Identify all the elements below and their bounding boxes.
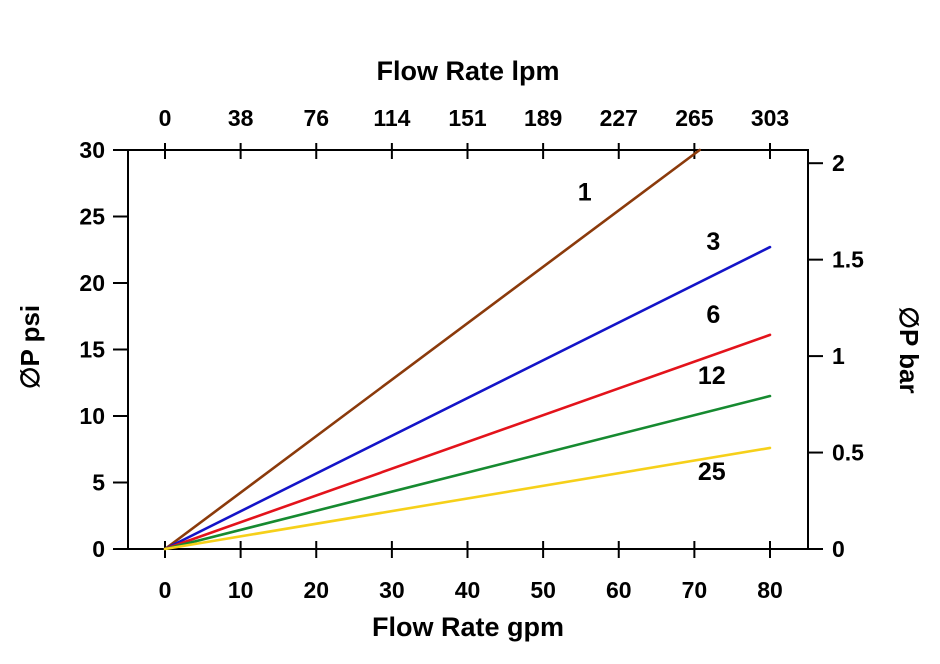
top-tick-label: 38: [228, 105, 254, 131]
top-tick-label: 114: [373, 105, 410, 131]
y-tick-label-left: 30: [79, 137, 105, 163]
y-tick-label-right: 1: [832, 343, 845, 369]
x-tick-label: 70: [682, 577, 708, 603]
series-line-6: [163, 333, 772, 551]
plot-border: [127, 149, 809, 550]
x-tick-label: 80: [757, 577, 783, 603]
top-tick-label: 151: [448, 105, 487, 131]
top-tick-label: 265: [675, 105, 714, 131]
x-tick-label: 60: [606, 577, 632, 603]
x-tick-label: 0: [159, 577, 172, 603]
series-line-3: [163, 245, 772, 551]
series-label-12: 12: [698, 362, 726, 390]
y-tick-label-right: 2: [832, 150, 845, 176]
series-line-25: [163, 446, 772, 551]
y-tick-label-right: 0.5: [832, 440, 864, 466]
y-tick-label-left: 0: [92, 536, 105, 562]
series-line-12: [163, 394, 772, 551]
series-label-1: 1: [578, 179, 592, 207]
series-line-1: [163, 148, 701, 551]
x-tick-label: 50: [530, 577, 556, 603]
top-tick-label: 227: [600, 105, 638, 131]
top-tick-label: 189: [524, 105, 562, 131]
x-tick-label: 30: [379, 577, 405, 603]
series-label-3: 3: [706, 228, 720, 256]
x-tick-label: 10: [228, 577, 254, 603]
right-axis-title: ∅P bar: [894, 306, 924, 394]
y-tick-label-left: 10: [79, 403, 105, 429]
top-tick-label: 0: [159, 105, 172, 131]
y-tick-label-left: 15: [79, 337, 105, 363]
y-tick-label-left: 25: [79, 204, 105, 230]
top-tick-label: 76: [303, 105, 329, 131]
x-tick-label: 20: [303, 577, 329, 603]
y-tick-label-left: 20: [79, 270, 105, 296]
y-tick-label-right: 1.5: [832, 247, 864, 273]
top-tick-label: 303: [751, 105, 789, 131]
series-label-25: 25: [698, 458, 726, 486]
x-tick-label: 40: [455, 577, 481, 603]
y-tick-label-right: 0: [832, 536, 845, 562]
series-label-6: 6: [706, 301, 720, 329]
left-axis-title: ∅P psi: [15, 304, 45, 390]
y-tick-label-left: 5: [92, 470, 105, 496]
top-axis-title: Flow Rate lpm: [376, 56, 560, 86]
bottom-axis-title: Flow Rate gpm: [371, 612, 564, 642]
